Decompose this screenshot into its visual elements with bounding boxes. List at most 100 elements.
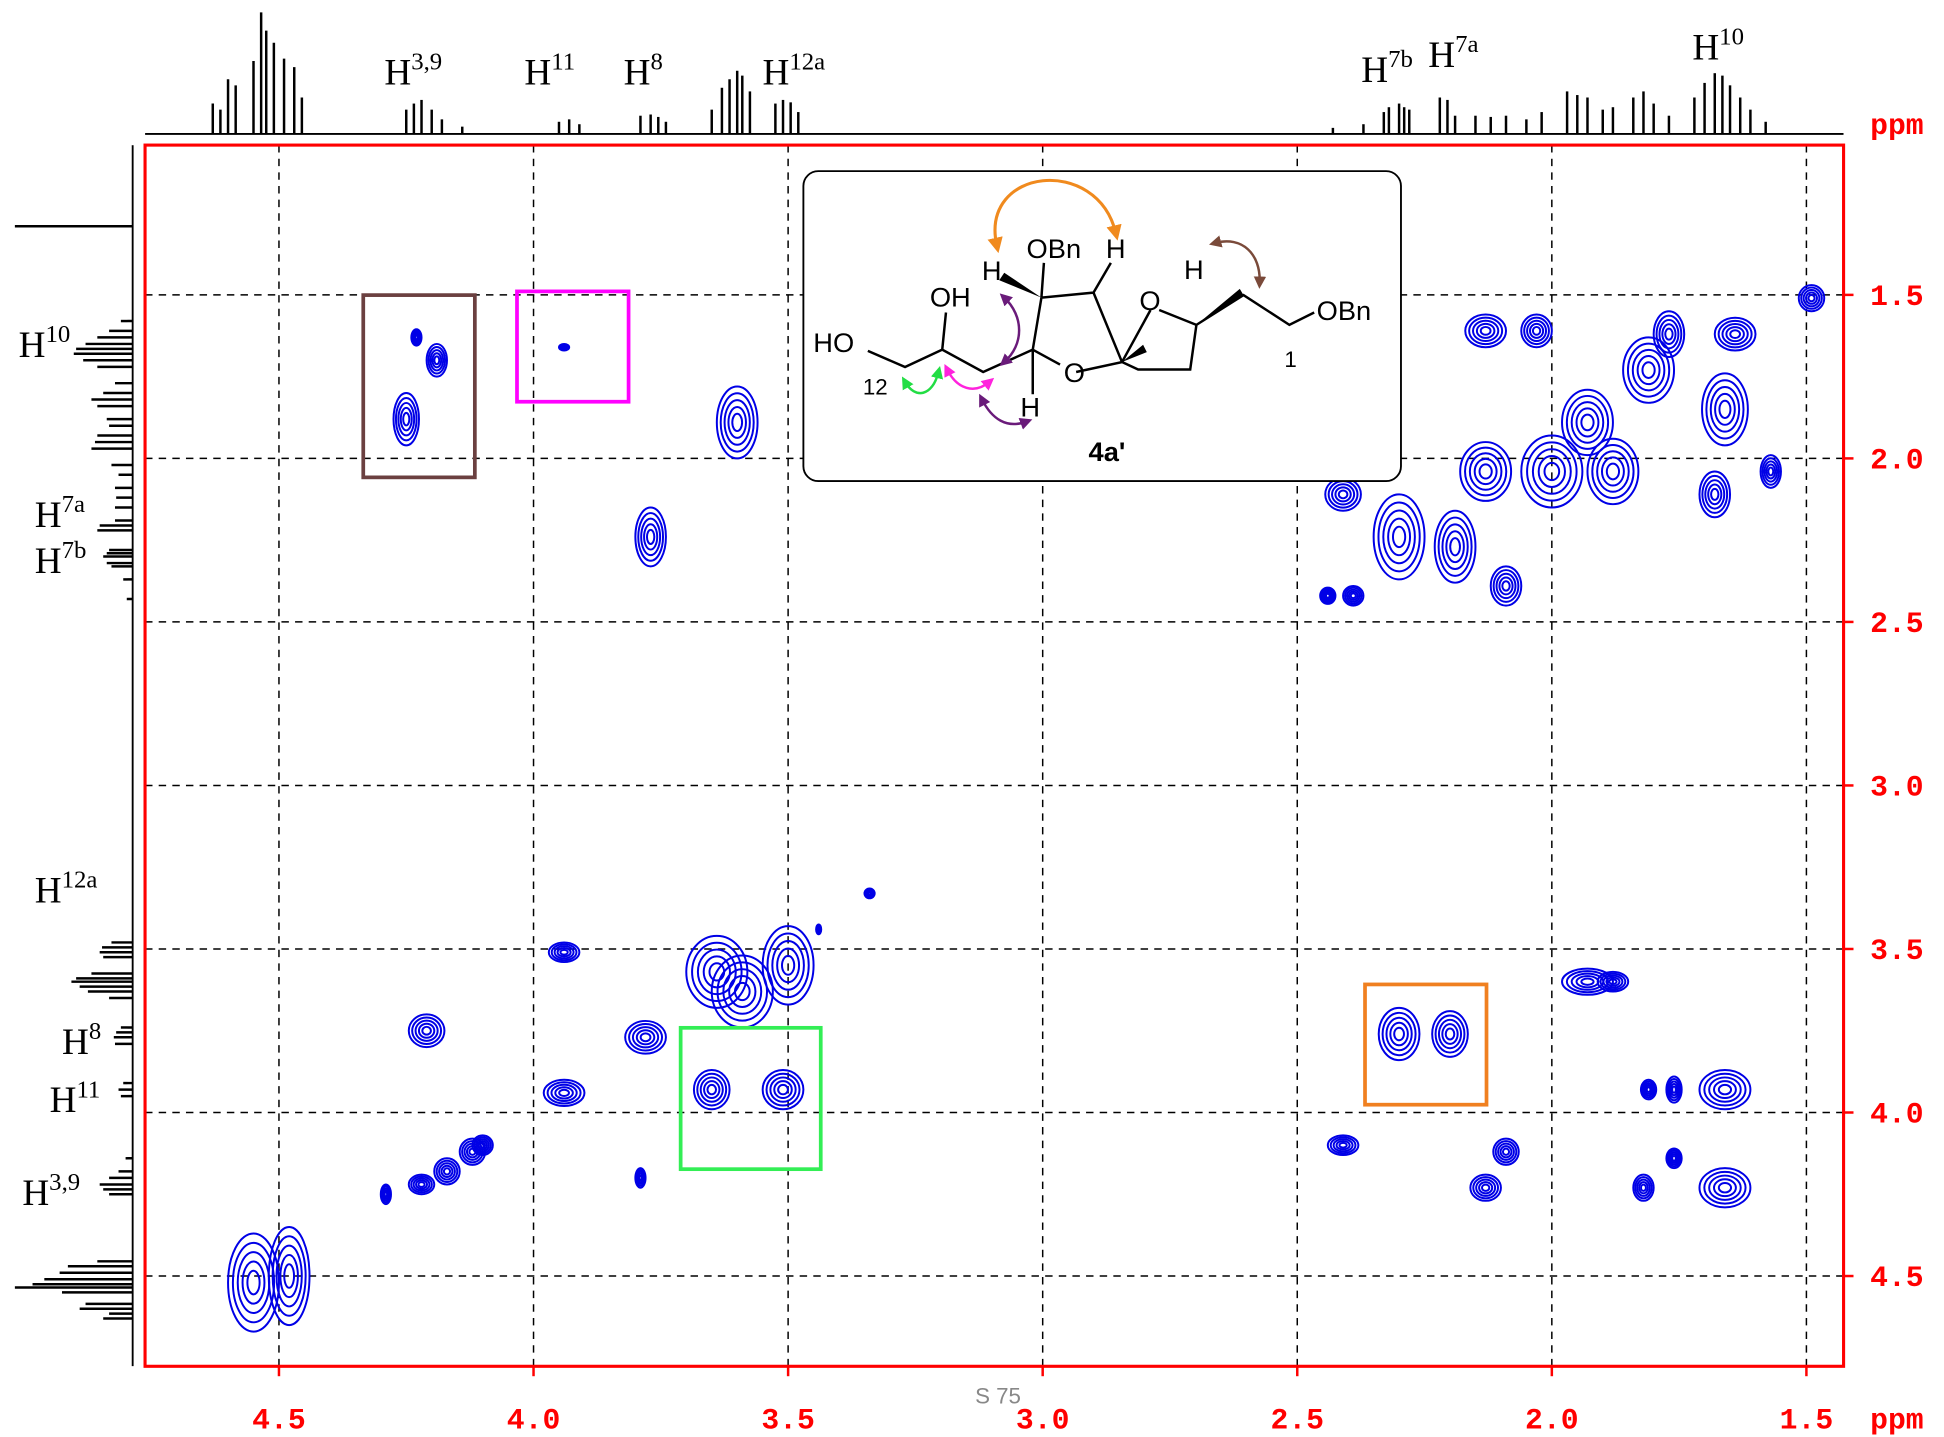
contour-ring [1652,310,1686,359]
label-base: H [384,52,411,93]
label-base: H [624,52,651,93]
contour-ring [1389,1021,1409,1047]
contour-ring [1331,483,1356,506]
cross-peak [1665,1075,1683,1104]
contour-ring [1632,1173,1655,1202]
cross-peak [542,1078,586,1107]
contour-ring [1671,1154,1677,1162]
proton-label: H7b [35,537,87,582]
contour-ring [1322,589,1334,602]
contour-ring [1444,1027,1456,1041]
contour-ring [231,1241,276,1324]
contour-ring [1478,1181,1494,1195]
cross-peak [410,328,423,347]
contour-ring [1433,509,1477,584]
contour-ring [1332,1138,1354,1153]
label-sup: 10 [1719,24,1744,51]
contour-ring [765,1072,801,1107]
contour-ring [634,506,667,568]
contour-ring [1666,1149,1682,1168]
contour-ring [438,1162,456,1181]
x-tick-label: 3.5 [761,1403,815,1437]
contour-ring [1641,361,1656,379]
contour-ring [1479,325,1492,336]
contour-ring [246,1269,261,1296]
y-tick-label: 3.5 [1870,934,1924,968]
contour-ring [547,941,581,964]
contour-ring [1797,284,1826,313]
contour-ring [728,975,757,1008]
contour-ring [1326,1134,1360,1157]
contour-ring [402,411,411,427]
contour-ring [433,1157,461,1186]
contour-ring [1636,355,1661,386]
contour-ring [1622,336,1676,404]
label-base: H [1428,35,1455,76]
label-base: H [35,871,62,912]
contour-ring [637,512,665,562]
cross-peak [407,1013,446,1049]
contour-ring [766,932,810,999]
contour-ring [1520,434,1584,509]
contour-ring [1329,1136,1357,1155]
contour-ring [561,345,567,350]
contour-ring [638,1174,643,1182]
label-sup: 12a [62,867,98,894]
atom-label: OBn [1027,233,1082,264]
contour-ring [696,1072,728,1107]
contour-ring [1580,977,1595,986]
contour-ring [275,1244,303,1308]
label-base: H [62,1022,89,1063]
contour-ring [1669,1153,1679,1164]
x-tick-label: 4.5 [252,1403,306,1437]
atom-label: H [1106,233,1126,264]
proton-label: H12a [35,867,98,912]
label-sup: 7a [62,491,85,518]
contour-ring [1381,1011,1417,1057]
contour-ring [761,1068,805,1111]
label-base: H [22,1173,49,1214]
contour-ring [1669,1082,1679,1097]
contour-ring [1713,316,1757,352]
contour-ring [639,1032,652,1043]
cross-peak [761,1068,805,1111]
contour-ring [628,1023,664,1052]
cross-peak [715,385,759,460]
contour-ring [1671,1085,1677,1094]
contour-ring [1561,967,1614,996]
x-tick-label: 3.0 [1016,1403,1070,1437]
contour-ring [1531,325,1542,336]
contour-ring [1344,586,1363,605]
page-number: S 75 [975,1383,1021,1408]
y-tick-label: 1.5 [1870,280,1924,314]
contour-ring [699,1076,724,1103]
contour-ring [1334,486,1352,503]
contour-ring [1658,318,1680,350]
contour-ring [776,947,801,984]
contour-ring [1665,1075,1683,1104]
contour-ring [1575,407,1600,438]
noe-arrow [901,365,944,395]
contour-ring [559,948,569,956]
contour-ring [1526,441,1578,502]
contour-ring [723,399,751,446]
cross-peak [1492,1137,1520,1166]
atom-label: HO [813,327,854,358]
proton-label: H10 [19,321,71,366]
contour-ring [1437,1018,1463,1050]
contour-ring [1665,1147,1683,1170]
contour-ring [1501,580,1511,592]
contour-ring [554,1086,574,1100]
contour-ring [1441,523,1469,571]
y-tick-label: 4.0 [1870,1097,1924,1131]
cross-peak [1586,437,1640,506]
contour-ring [1468,316,1504,346]
contour-ring [1717,1083,1733,1096]
contour-ring [1710,487,1720,501]
contour-ring [283,1263,296,1289]
cross-peak [425,342,448,378]
atom-number: 12 [863,374,888,399]
contour-ring [1800,286,1823,310]
contour-ring [1805,291,1818,305]
contour-ring [550,943,578,962]
